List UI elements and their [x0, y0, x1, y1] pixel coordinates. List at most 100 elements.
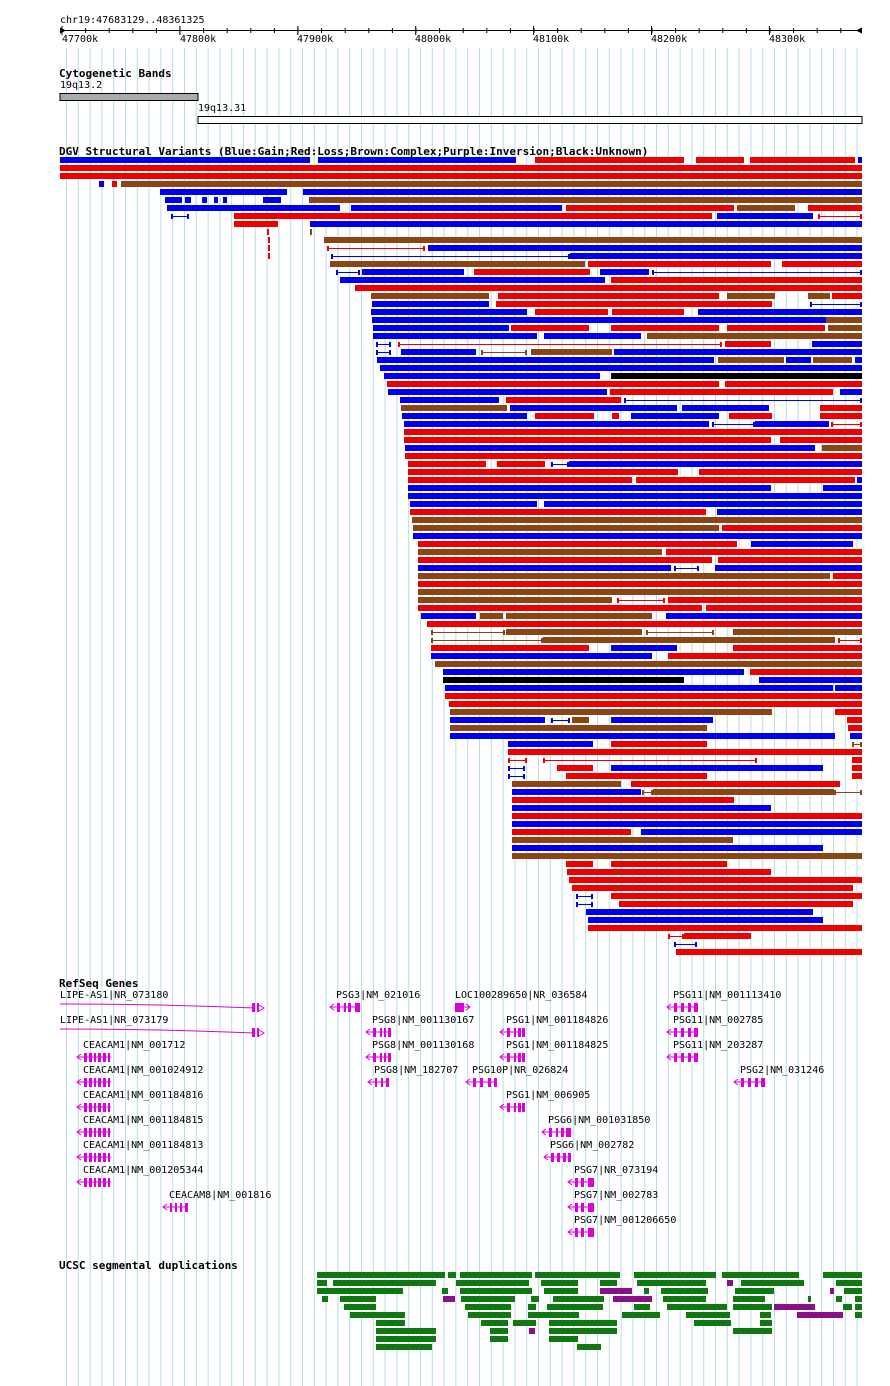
- gene-exon[interactable]: [575, 1203, 578, 1212]
- dgv-variant-bar[interactable]: [60, 165, 862, 171]
- dgv-variant-bar[interactable]: [373, 325, 509, 331]
- segdup-block[interactable]: [823, 1272, 862, 1278]
- gene-exon[interactable]: [557, 1153, 560, 1162]
- segdup-block[interactable]: [622, 1312, 660, 1318]
- dgv-variant-end[interactable]: [389, 342, 391, 347]
- dgv-variant-bar[interactable]: [850, 733, 862, 739]
- dgv-variant-bar[interactable]: [508, 741, 593, 747]
- dgv-variant-end[interactable]: [503, 630, 505, 635]
- dgv-variant-bar[interactable]: [388, 389, 607, 395]
- dgv-variant-bar[interactable]: [99, 181, 104, 187]
- dgv-variant-bar[interactable]: [511, 325, 589, 331]
- dgv-variant-bar[interactable]: [636, 477, 855, 483]
- dgv-variant-bar[interactable]: [445, 693, 862, 699]
- segdup-block[interactable]: [481, 1320, 508, 1326]
- segdup-block[interactable]: [843, 1304, 852, 1310]
- gene-exon[interactable]: [507, 1028, 510, 1037]
- dgv-variant-bar[interactable]: [572, 717, 589, 723]
- dgv-variant-bar[interactable]: [401, 349, 476, 355]
- dgv-variant-bar[interactable]: [813, 357, 852, 363]
- dgv-variant-end[interactable]: [431, 638, 433, 643]
- gene-exon[interactable]: [755, 1078, 758, 1087]
- dgv-variant-bar[interactable]: [413, 525, 719, 531]
- dgv-variant-bar[interactable]: [413, 533, 862, 539]
- dgv-variant-bar[interactable]: [820, 413, 862, 419]
- dgv-variant-end[interactable]: [481, 350, 483, 355]
- dgv-variant-bar[interactable]: [847, 717, 862, 723]
- dgv-variant-bar[interactable]: [418, 581, 862, 587]
- segdup-block[interactable]: [549, 1320, 617, 1326]
- dgv-variant-bar[interactable]: [727, 325, 825, 331]
- gene-label[interactable]: PSG7|NR_073194: [574, 1165, 659, 1176]
- gene-exon[interactable]: [507, 1103, 510, 1112]
- gene-strand-arrow[interactable]: [162, 1203, 168, 1211]
- dgv-variant-end[interactable]: [327, 246, 329, 251]
- dgv-variant-bar[interactable]: [715, 565, 862, 571]
- dgv-variant-bar[interactable]: [782, 261, 862, 267]
- dgv-variant-bar[interactable]: [725, 381, 862, 387]
- dgv-variant-bar[interactable]: [268, 245, 270, 251]
- gene-exon[interactable]: [473, 1078, 476, 1087]
- dgv-variant-bar[interactable]: [852, 765, 862, 771]
- gene-exon[interactable]: [373, 1053, 376, 1062]
- gene-strand-arrow[interactable]: [567, 1178, 573, 1186]
- segdup-block[interactable]: [733, 1328, 772, 1334]
- gene-label[interactable]: CEACAM1|NM_001184816: [83, 1090, 204, 1101]
- dgv-variant-bar[interactable]: [330, 261, 585, 267]
- dgv-variant-bar[interactable]: [431, 645, 589, 651]
- dgv-variant-bar[interactable]: [480, 613, 503, 619]
- dgv-variant-bar[interactable]: [410, 501, 537, 507]
- gene-exon[interactable]: [84, 1053, 87, 1062]
- gene-exon[interactable]: [588, 1203, 594, 1212]
- gene-exon[interactable]: [257, 1003, 259, 1012]
- dgv-track[interactable]: [60, 157, 862, 955]
- dgv-variant-bar[interactable]: [826, 317, 862, 323]
- gene-label[interactable]: PSG1|NM_001184826: [506, 1015, 609, 1026]
- gene-exon[interactable]: [568, 1153, 571, 1162]
- segdup-block[interactable]: [344, 1304, 376, 1310]
- gene-exon[interactable]: [84, 1078, 87, 1087]
- dgv-variant-bar[interactable]: [351, 205, 562, 211]
- dgv-variant-bar[interactable]: [362, 269, 464, 275]
- dgv-variant-bar[interactable]: [435, 661, 862, 667]
- segdup-block[interactable]: [376, 1320, 405, 1326]
- gene-exon[interactable]: [98, 1078, 101, 1087]
- segdup-block[interactable]: [528, 1304, 536, 1310]
- dgv-variant-bar[interactable]: [405, 445, 815, 451]
- dgv-variant-bar[interactable]: [848, 725, 862, 731]
- dgv-variant-bar[interactable]: [450, 733, 835, 739]
- dgv-variant-bar[interactable]: [427, 621, 862, 627]
- segdup-block[interactable]: [456, 1280, 529, 1286]
- dgv-variant-bar[interactable]: [443, 669, 744, 675]
- segdup-block[interactable]: [577, 1344, 601, 1350]
- dgv-variant-bar[interactable]: [614, 349, 862, 355]
- gene-exon[interactable]: [355, 1003, 360, 1012]
- dgv-variant-end[interactable]: [617, 598, 619, 603]
- dgv-variant-bar[interactable]: [780, 437, 862, 443]
- segdup-block[interactable]: [460, 1288, 532, 1294]
- dgv-variant-bar[interactable]: [263, 197, 281, 203]
- dgv-variant-bar[interactable]: [653, 789, 834, 795]
- dgv-variant-bar[interactable]: [619, 901, 853, 907]
- gene-label[interactable]: PSG8|NM_182707: [374, 1065, 459, 1076]
- dgv-variant-end[interactable]: [860, 398, 862, 403]
- dgv-variant-bar[interactable]: [310, 229, 312, 235]
- dgv-variant-bar[interactable]: [450, 725, 707, 731]
- segdup-block[interactable]: [735, 1288, 774, 1294]
- dgv-variant-end[interactable]: [852, 742, 854, 747]
- dgv-variant-bar[interactable]: [512, 845, 823, 851]
- dgv-variant-bar[interactable]: [566, 861, 593, 867]
- dgv-variant-bar[interactable]: [512, 813, 862, 819]
- segdup-block[interactable]: [549, 1328, 617, 1334]
- gene-exon[interactable]: [94, 1078, 96, 1087]
- gene-exon[interactable]: [170, 1203, 172, 1212]
- segdup-track[interactable]: [317, 1272, 862, 1350]
- dgv-variant-bar[interactable]: [372, 317, 862, 323]
- gene-strand-arrow[interactable]: [76, 1078, 82, 1086]
- dgv-variant-bar[interactable]: [698, 309, 862, 315]
- dgv-variant-end[interactable]: [423, 246, 425, 251]
- gene-exon[interactable]: [89, 1153, 92, 1162]
- gene-strand-arrow[interactable]: [365, 1053, 371, 1061]
- gene-exon[interactable]: [94, 1153, 96, 1162]
- cytoband-track[interactable]: [59, 93, 863, 124]
